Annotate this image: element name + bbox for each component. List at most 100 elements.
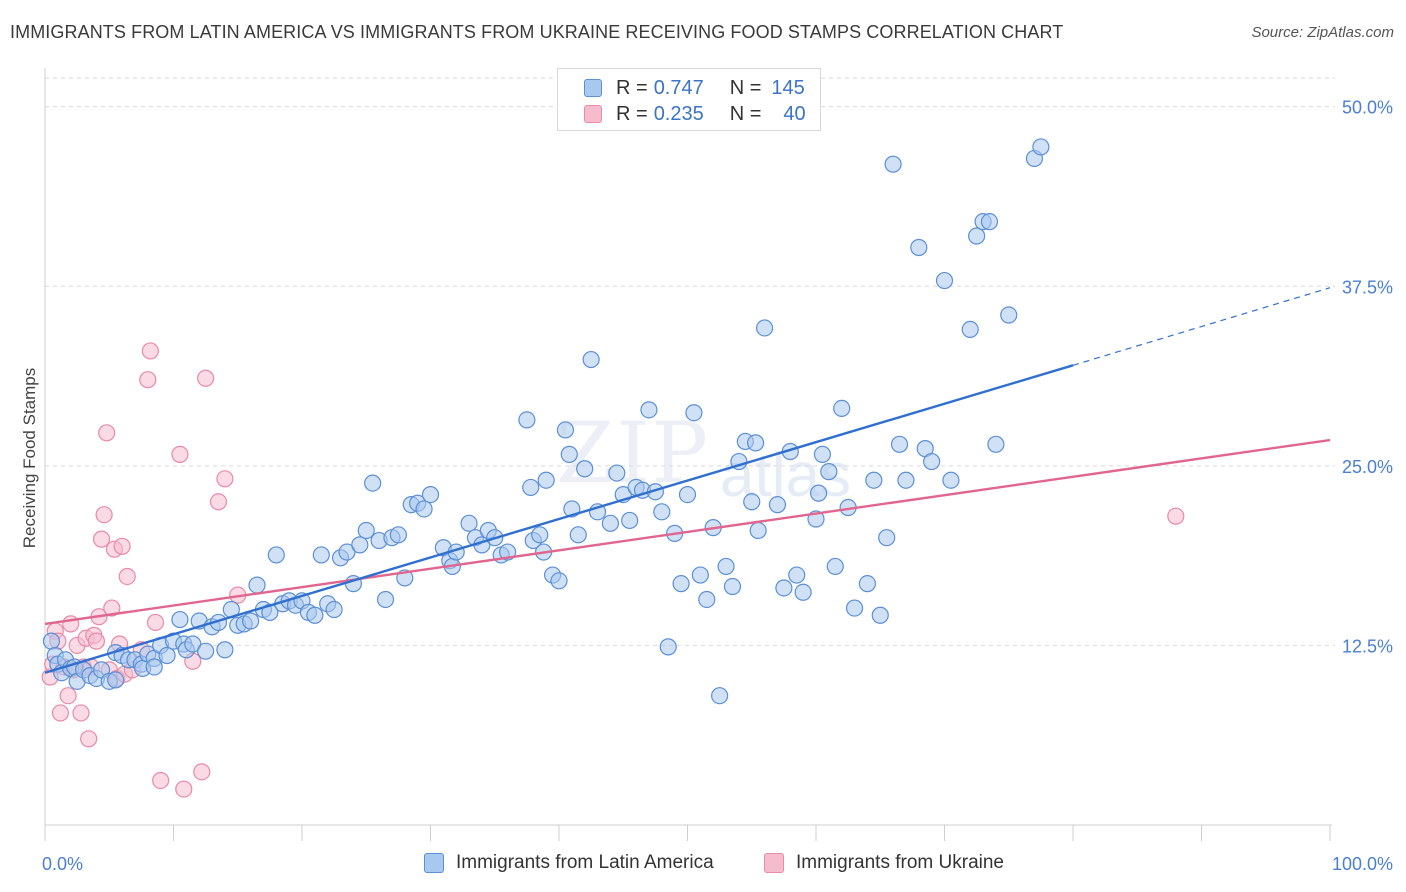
x-tick-label: 100.0% <box>1332 854 1393 874</box>
point-latin <box>942 471 960 489</box>
axes <box>44 68 1332 841</box>
point-latin <box>878 529 896 547</box>
point-latin <box>768 496 787 514</box>
point-latin <box>325 600 343 619</box>
point-ukraine <box>1167 507 1185 525</box>
point-latin <box>775 579 793 597</box>
point-latin <box>184 635 202 653</box>
point-latin <box>42 632 61 650</box>
chart-title: IMMIGRANTS FROM LATIN AMERICA VS IMMIGRA… <box>10 22 1064 42</box>
point-latin <box>723 577 742 596</box>
point-latin <box>306 606 324 624</box>
point-ukraine <box>171 445 189 463</box>
point-latin <box>659 638 677 656</box>
point-latin <box>987 435 1005 453</box>
point-latin <box>845 599 864 617</box>
point-latin <box>569 526 587 544</box>
legend-r-value: 0.235 <box>653 102 704 125</box>
point-latin <box>653 503 671 521</box>
y-tick-label: 50.0% <box>1342 98 1393 118</box>
point-latin <box>826 557 844 576</box>
point-ukraine <box>51 704 70 722</box>
point-latin <box>550 572 568 590</box>
point-latin <box>794 583 812 601</box>
bottom-legend-label-ukraine: Immigrants from Ukraine <box>796 852 1004 873</box>
point-ukraine <box>216 470 234 488</box>
point-latin <box>608 464 626 482</box>
point-ukraine <box>146 613 165 632</box>
point-latin <box>1032 138 1050 156</box>
point-ukraine <box>193 763 211 781</box>
y-tick-label: 25.0% <box>1342 457 1393 477</box>
point-latin <box>935 271 954 290</box>
legend-n-label: N = <box>729 76 762 99</box>
point-latin <box>601 514 620 532</box>
point-latin <box>685 404 703 422</box>
point-latin <box>871 606 889 624</box>
trendline-latin-extension <box>1072 287 1331 366</box>
point-ukraine <box>175 780 193 798</box>
point-latin <box>522 478 540 497</box>
point-latin <box>755 319 774 337</box>
point-latin <box>749 521 767 540</box>
point-ukraine <box>59 687 77 705</box>
point-latin <box>582 350 600 369</box>
legend-r-label: R = <box>616 76 648 99</box>
point-latin <box>1000 306 1018 324</box>
legend-row-ukraine: R = 0.235 N = 40 <box>584 103 806 125</box>
trendline-latin <box>44 364 1074 674</box>
point-ukraine <box>209 493 228 511</box>
point-latin <box>242 612 260 630</box>
bottom-legend-swatch-ukraine <box>764 853 784 873</box>
point-latin <box>820 463 838 481</box>
point-ukraine <box>141 342 159 360</box>
source-label: Source: ZipAtlas.com <box>1251 24 1394 41</box>
point-latin <box>421 485 440 504</box>
legend-box: R = 0.747 N = 145 R = 0.235 N = 40 <box>557 68 821 131</box>
point-latin <box>747 434 765 452</box>
point-latin <box>813 445 832 463</box>
bottom-legend-label-latin: Immigrants from Latin America <box>456 852 714 873</box>
point-latin <box>560 445 578 463</box>
point-latin <box>884 155 902 173</box>
point-latin <box>312 546 330 564</box>
point-ukraine <box>95 506 113 524</box>
point-latin <box>717 557 735 576</box>
point-ukraine <box>98 424 116 442</box>
point-latin <box>267 546 285 564</box>
point-latin <box>197 642 215 660</box>
point-latin <box>743 493 761 511</box>
bottom-legend-swatch-latin <box>424 853 444 873</box>
x-tick-label: 0.0% <box>42 854 83 874</box>
point-latin <box>338 543 356 561</box>
point-latin <box>351 536 369 554</box>
point-ukraine <box>152 771 170 790</box>
point-latin <box>460 514 478 532</box>
point-latin <box>923 452 941 471</box>
point-latin <box>107 671 125 689</box>
point-latin <box>145 658 163 676</box>
legend-r-label: R = <box>616 102 648 125</box>
point-ukraine <box>118 567 136 586</box>
tick-labels: 12.5% 25.0% 37.5% 50.0% 0.0% 100.0% <box>42 98 1393 874</box>
point-latin <box>968 227 986 245</box>
point-latin <box>897 471 915 489</box>
legend-row-latin: R = 0.747 N = 145 <box>584 77 805 99</box>
point-latin <box>248 576 266 594</box>
point-latin <box>216 641 234 659</box>
legend-swatch-latin <box>584 79 602 97</box>
point-latin <box>621 511 639 530</box>
point-ukraine <box>197 369 215 387</box>
y-tick-label: 12.5% <box>1342 636 1393 656</box>
point-latin <box>415 500 433 518</box>
point-latin <box>711 687 729 705</box>
point-latin <box>531 526 549 544</box>
point-ukraine <box>72 704 90 722</box>
point-latin <box>691 566 709 584</box>
point-ukraine <box>139 371 157 389</box>
point-latin <box>576 460 594 478</box>
point-latin <box>518 411 536 429</box>
legend-n-value: 145 <box>771 76 805 99</box>
point-latin <box>980 213 999 231</box>
